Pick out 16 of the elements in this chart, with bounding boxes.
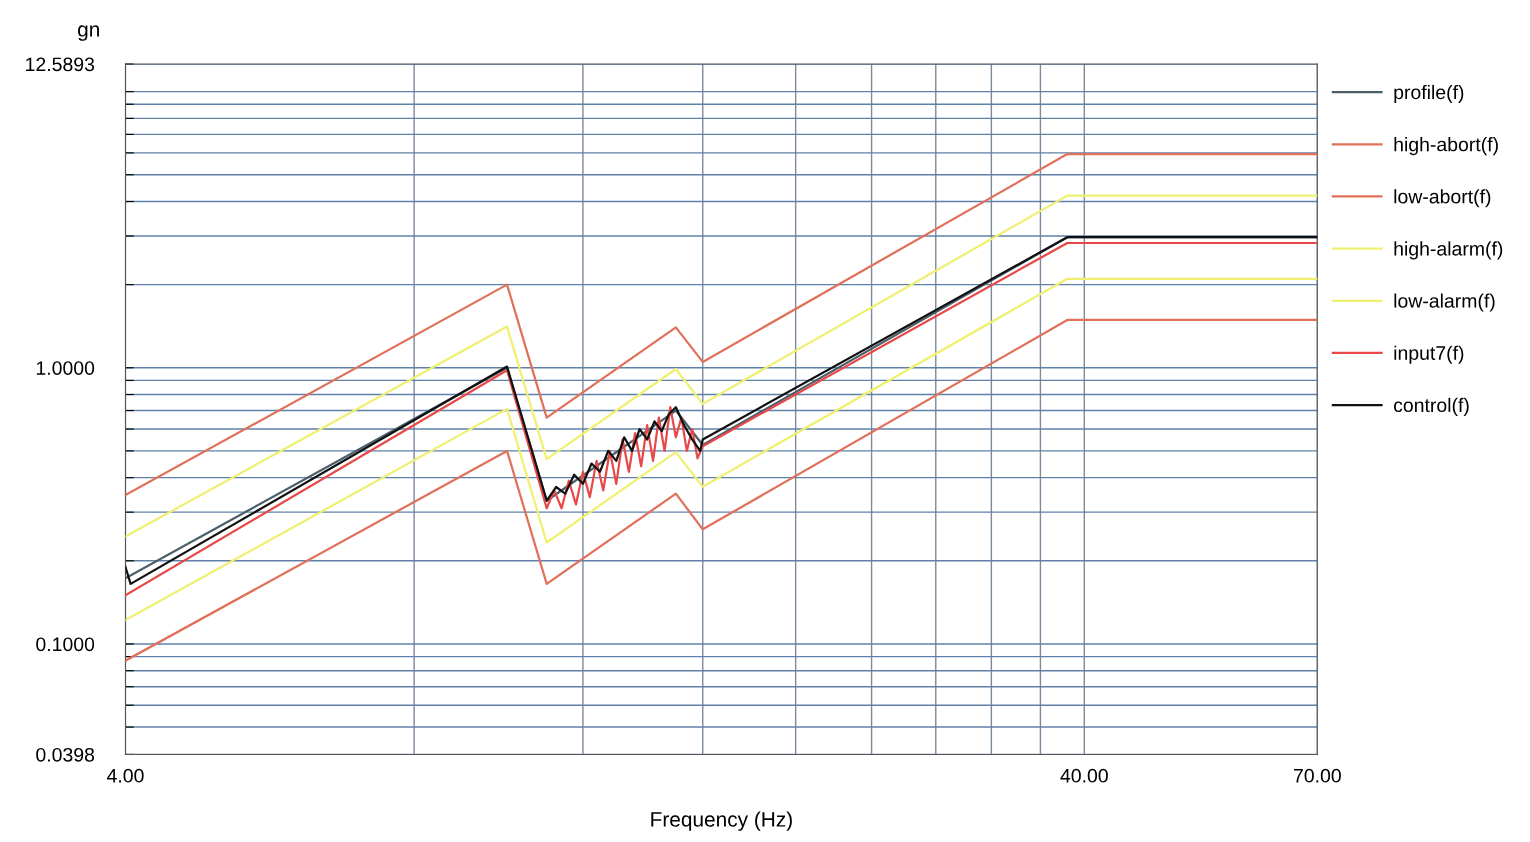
x-tick-label: 4.00 [106, 768, 144, 783]
x-axis-title: Frequency (Hz) [651, 811, 792, 831]
legend-label: input7(f) [1394, 345, 1464, 364]
x-tick-label: 70.00 [1294, 768, 1341, 783]
y-tick-label: 0.1000 [36, 637, 95, 652]
y-tick-label: 12.5893 [26, 57, 95, 72]
legend-label: low-alarm(f) [1394, 293, 1495, 312]
y-tick-label: 0.0398 [36, 747, 95, 762]
legend-label: high-alarm(f) [1394, 241, 1503, 260]
legend-label: profile(f) [1394, 84, 1464, 104]
x-tick-label: 40.00 [1060, 768, 1108, 783]
y-tick-label: 1.0000 [36, 361, 95, 376]
legend-label: low-abort(f) [1394, 189, 1491, 208]
y-axis-title: gn [78, 25, 99, 41]
legend-label: control(f) [1393, 397, 1469, 416]
legend-label: high-abort(f) [1394, 137, 1498, 156]
